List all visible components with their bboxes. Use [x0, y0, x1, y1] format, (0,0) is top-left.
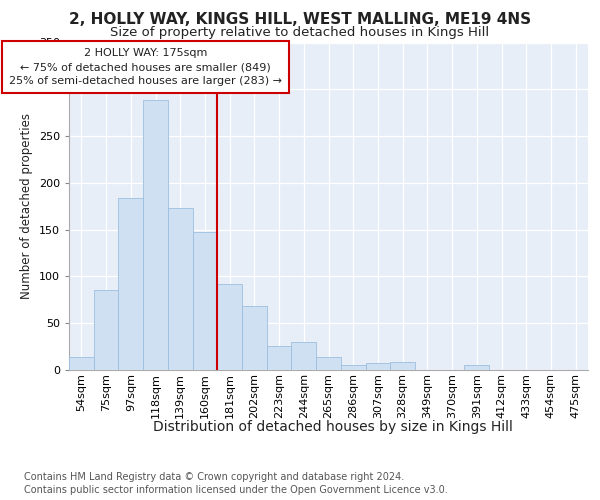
Bar: [217, 284, 242, 370]
Text: 2 HOLLY WAY: 175sqm
← 75% of detached houses are smaller (849)
25% of semi-detac: 2 HOLLY WAY: 175sqm ← 75% of detached ho…: [9, 48, 282, 86]
Bar: [316, 357, 341, 370]
Bar: [242, 306, 267, 370]
Text: 2, HOLLY WAY, KINGS HILL, WEST MALLING, ME19 4NS: 2, HOLLY WAY, KINGS HILL, WEST MALLING, …: [69, 12, 531, 28]
Bar: [143, 100, 168, 370]
Bar: [341, 366, 365, 370]
Bar: [118, 198, 143, 370]
Bar: [193, 232, 217, 370]
Bar: [292, 342, 316, 370]
Text: Contains HM Land Registry data © Crown copyright and database right 2024.
Contai: Contains HM Land Registry data © Crown c…: [24, 472, 448, 495]
Y-axis label: Number of detached properties: Number of detached properties: [20, 114, 33, 299]
Bar: [365, 362, 390, 370]
Bar: [168, 208, 193, 370]
Bar: [464, 366, 489, 370]
Text: Size of property relative to detached houses in Kings Hill: Size of property relative to detached ho…: [110, 26, 490, 39]
Text: Distribution of detached houses by size in Kings Hill: Distribution of detached houses by size …: [153, 420, 513, 434]
Bar: [267, 346, 292, 370]
Bar: [390, 362, 415, 370]
Bar: [69, 357, 94, 370]
Bar: [94, 290, 118, 370]
